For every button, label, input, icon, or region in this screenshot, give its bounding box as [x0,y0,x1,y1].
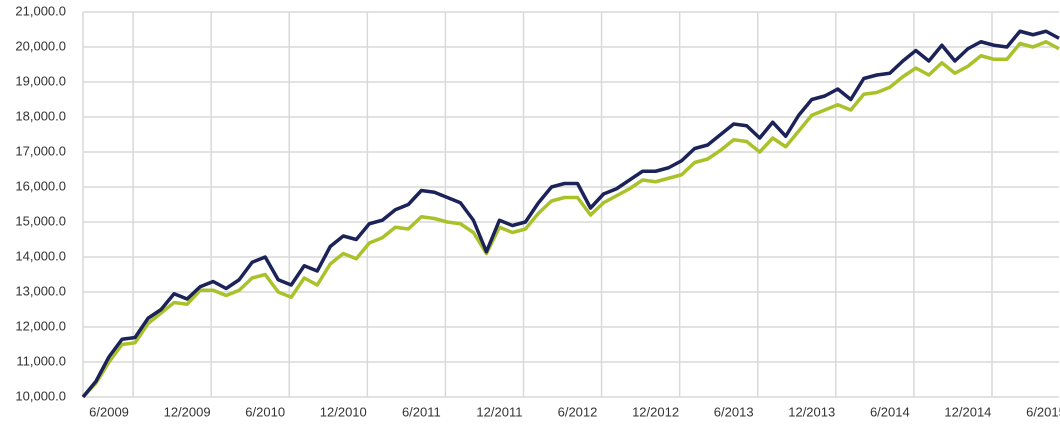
x-tick-label: 12/2010 [320,404,367,419]
y-tick-label: 15,000.0 [15,213,66,228]
y-tick-label: 17,000.0 [15,143,66,158]
y-tick-label: 10,000.0 [15,388,66,403]
x-tick-label: 6/2009 [89,404,129,419]
x-tick-label: 12/2013 [788,404,835,419]
y-tick-label: 11,000.0 [16,353,66,368]
y-tick-label: 16,000.0 [15,178,66,193]
x-tick-label: 12/2012 [632,404,679,419]
x-tick-label: 6/2014 [870,404,910,419]
series-line [81,29,1060,399]
x-tick-label: 6/2010 [245,404,285,419]
x-tick-label: 12/2011 [476,404,522,419]
x-tick-label: 6/2015 [1026,404,1060,419]
y-tick-label: 12,000.0 [15,318,66,333]
x-tick-label: 12/2009 [164,404,211,419]
x-tick-label: 12/2014 [944,404,991,419]
x-tick-label: 6/2012 [558,404,598,419]
series-line [81,40,1060,399]
y-tick-label: 20,000.0 [15,38,66,53]
y-tick-label: 14,000.0 [15,248,66,263]
y-tick-label: 13,000.0 [15,283,66,298]
x-tick-label: 6/2013 [714,404,754,419]
y-tick-label: 18,000.0 [15,108,66,123]
x-tick-label: 6/2011 [402,404,441,419]
y-tick-label: 21,000.0 [15,3,66,18]
y-tick-label: 19,000.0 [15,73,66,88]
